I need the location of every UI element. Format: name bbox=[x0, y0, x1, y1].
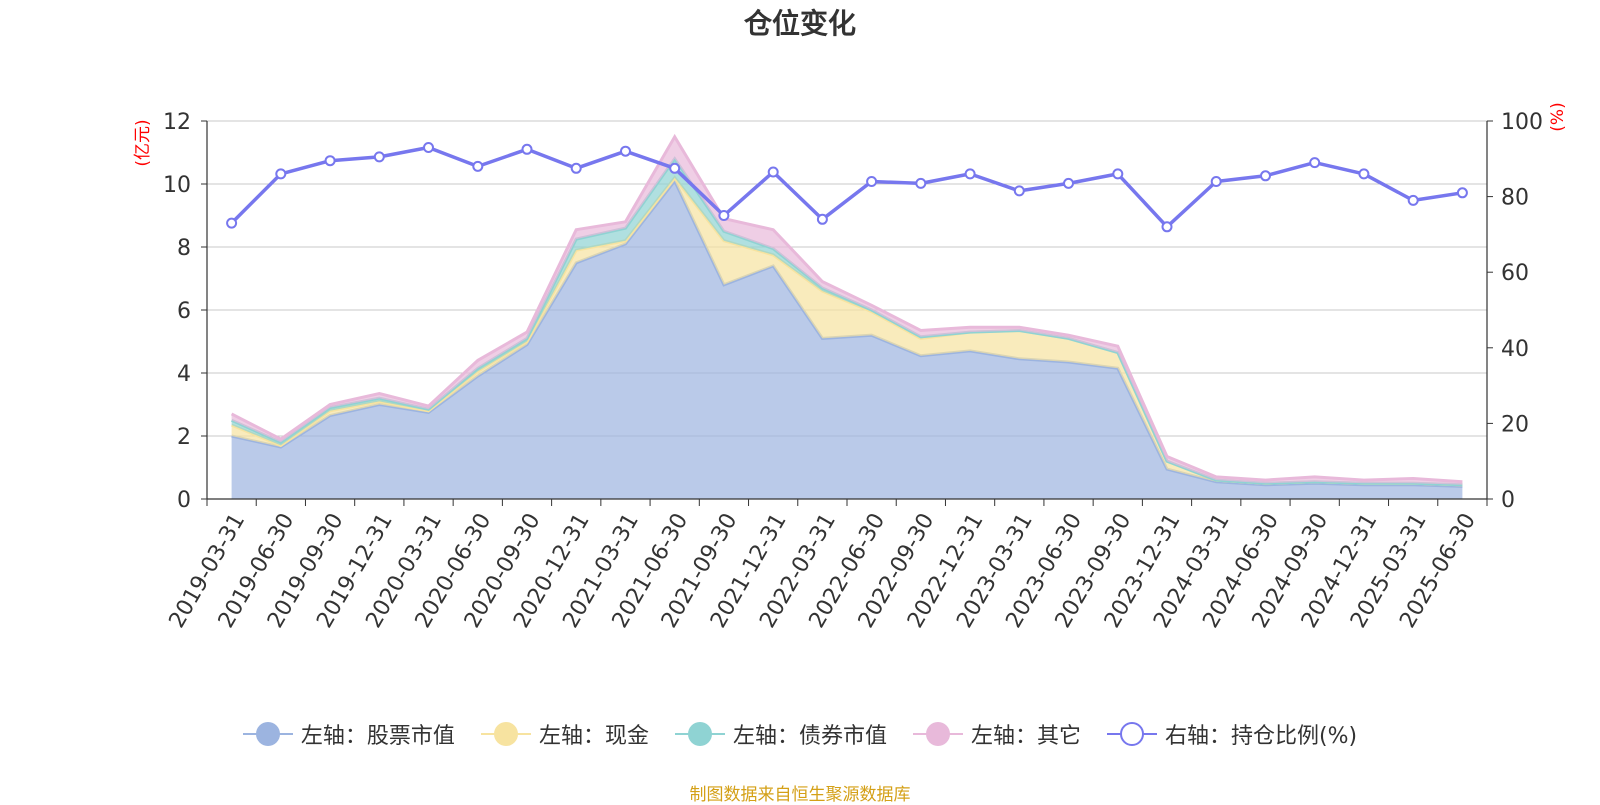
y-right-tick-label: 100 bbox=[1501, 110, 1543, 135]
ratio-point bbox=[373, 151, 385, 163]
legend-item-bond[interactable]: 左轴：债券市值 bbox=[674, 718, 887, 750]
legend: 左轴：股票市值 左轴：现金 左轴：债券市值 左轴：其它 右轴：持仓比例(%) bbox=[0, 718, 1600, 750]
legend-marker-stock bbox=[242, 721, 293, 747]
y-left-tick-label: 12 bbox=[163, 110, 191, 135]
legend-label-bond: 左轴：债券市值 bbox=[732, 724, 887, 749]
legend-marker-ratio bbox=[1106, 721, 1157, 747]
legend-item-stock[interactable]: 左轴：股票市值 bbox=[242, 718, 455, 750]
ratio-point bbox=[866, 176, 878, 187]
ratio-point bbox=[1456, 187, 1468, 199]
ratio-point bbox=[423, 142, 434, 153]
source-note: 制图数据来自恒生聚源数据库 bbox=[689, 785, 911, 805]
ratio-point bbox=[1063, 177, 1074, 189]
legend-label-cash: 左轴：现金 bbox=[538, 724, 649, 749]
stacked-areas bbox=[230, 133, 1463, 499]
ratio-point bbox=[226, 217, 238, 229]
ratio-point bbox=[275, 168, 287, 180]
y-right-tick-label: 20 bbox=[1501, 412, 1529, 437]
ratio-line-path bbox=[230, 145, 1463, 229]
ratio-point bbox=[1013, 185, 1025, 197]
ratio-point bbox=[816, 213, 828, 225]
y-right-tick-label: 40 bbox=[1501, 337, 1529, 362]
area-stock bbox=[231, 180, 1463, 499]
legend-marker-cash bbox=[480, 721, 531, 747]
y-axis-right-label: (%) bbox=[1548, 102, 1568, 131]
ratio-point bbox=[915, 177, 927, 189]
y-left-tick-label: 6 bbox=[177, 299, 191, 324]
legend-item-other[interactable]: 左轴：其它 bbox=[912, 718, 1081, 750]
axes bbox=[201, 120, 1493, 506]
area-edge-other bbox=[230, 133, 1463, 484]
ratio-point bbox=[521, 143, 533, 155]
legend-marker-bond bbox=[674, 721, 725, 747]
legend-label-ratio: 右轴：持仓比例(%) bbox=[1164, 724, 1358, 749]
chart-title: 仓位变化 bbox=[743, 7, 856, 40]
ratio-point bbox=[1260, 170, 1271, 182]
ratio-point bbox=[669, 162, 681, 174]
area-cash bbox=[231, 177, 1463, 487]
ratio-point bbox=[1358, 168, 1370, 180]
ratio-point bbox=[1161, 221, 1173, 233]
legend-label-stock: 左轴：股票市值 bbox=[300, 724, 455, 749]
y-right-tick-label: 80 bbox=[1501, 186, 1529, 211]
ratio-point bbox=[1407, 194, 1419, 206]
y-axis-left-label: (亿元) bbox=[133, 119, 153, 166]
ratio-point bbox=[1309, 157, 1321, 169]
ratio-point bbox=[472, 160, 484, 172]
y-left-tick-label: 0 bbox=[177, 488, 191, 513]
legend-marker-other bbox=[912, 721, 963, 747]
ratio-point bbox=[1112, 168, 1124, 180]
y-left-tick-label: 2 bbox=[177, 425, 191, 450]
ratio-point bbox=[620, 145, 631, 157]
ratio-point bbox=[1210, 176, 1222, 187]
ratio-point bbox=[964, 168, 976, 180]
legend-item-cash[interactable]: 左轴：现金 bbox=[480, 718, 649, 750]
ratio-point bbox=[718, 210, 730, 221]
legend-item-ratio[interactable]: 右轴：持仓比例(%) bbox=[1106, 718, 1358, 750]
y-left-tick-label: 4 bbox=[177, 362, 191, 387]
y-right-tick-label: 0 bbox=[1501, 488, 1515, 513]
ratio-point bbox=[570, 162, 582, 174]
y-left-tick-label: 10 bbox=[163, 173, 191, 198]
ratio-line bbox=[226, 142, 1468, 233]
y-left-tick-label: 8 bbox=[177, 236, 191, 261]
ratio-point bbox=[767, 166, 779, 178]
y-right-tick-label: 60 bbox=[1501, 261, 1529, 286]
legend-label-other: 左轴：其它 bbox=[970, 724, 1081, 749]
ratio-point bbox=[324, 155, 336, 167]
